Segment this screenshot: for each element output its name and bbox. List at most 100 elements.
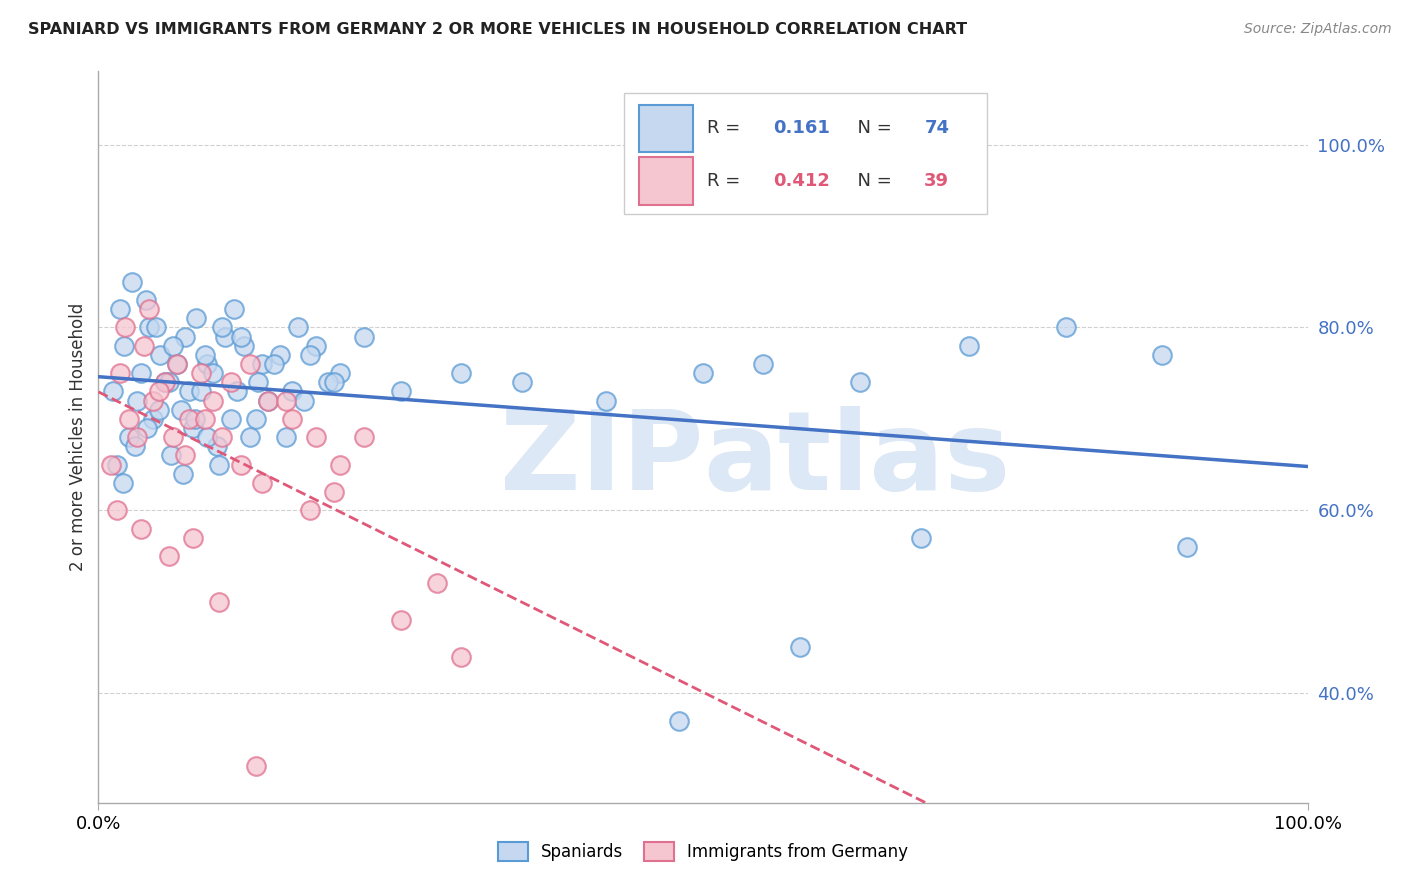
Point [166,357,188,371]
Point [329,366,352,380]
Point [668,714,690,728]
Point [105,503,128,517]
Point [269,348,291,362]
Point [274,393,297,408]
Text: SPANIARD VS IMMIGRANTS FROM GERMANY 2 OR MORE VEHICLES IN HOUSEHOLD CORRELATION : SPANIARD VS IMMIGRANTS FROM GERMANY 2 OR… [28,22,967,37]
Point [134,339,156,353]
Point [179,384,201,399]
Point [205,439,228,453]
Point [305,339,328,353]
Point [114,320,136,334]
Point [692,366,714,380]
Point [595,393,617,408]
Point [211,320,233,334]
Point [247,375,270,389]
Point [162,430,184,444]
Point [211,430,233,444]
Point [250,475,273,490]
Point [169,402,191,417]
Point [299,503,322,517]
Point [292,393,315,408]
Text: R =: R = [707,120,745,137]
Point [124,439,146,453]
Text: ZIP: ZIP [499,406,703,513]
Point [121,275,143,289]
Point [281,412,304,426]
Point [108,366,131,380]
Point [250,357,273,371]
Text: atlas: atlas [703,406,1011,513]
Point [105,458,128,472]
Point [789,640,811,655]
Point [245,412,267,426]
Point [153,375,176,389]
Point [957,339,980,353]
Point [226,384,249,399]
Point [157,375,180,389]
Point [256,393,278,408]
Point [221,375,243,389]
Point [229,458,252,472]
Point [316,375,339,389]
Point [129,521,152,535]
Point [184,412,207,426]
Point [299,348,322,362]
Text: 0.161: 0.161 [773,120,830,137]
Point [186,311,208,326]
Point [239,357,262,371]
Point [232,339,254,353]
Point [208,458,231,472]
Point [245,759,267,773]
Point [157,549,180,563]
Point [195,430,218,444]
Point [174,329,197,343]
Point [148,384,170,399]
Point [166,357,188,371]
Point [208,594,231,608]
Point [127,393,149,408]
Point [222,301,245,317]
Point [100,458,122,472]
Point [910,531,932,545]
Point [353,430,375,444]
Point [195,357,218,371]
Point [181,531,204,545]
Point [450,366,472,380]
Point [138,301,160,317]
Point [148,402,170,417]
Point [129,366,152,380]
FancyBboxPatch shape [638,157,693,205]
Point [162,339,184,353]
Point [194,412,217,426]
Point [112,339,135,353]
Point [118,430,141,444]
Point [214,329,236,343]
Point [389,613,412,627]
Point [118,412,141,426]
Text: 74: 74 [924,120,949,137]
Point [101,384,124,399]
Point [127,430,149,444]
Point [221,412,243,426]
Y-axis label: 2 or more Vehicles in Household: 2 or more Vehicles in Household [69,303,87,571]
Point [149,348,172,362]
Point [450,649,472,664]
Point [239,430,262,444]
Point [389,384,412,399]
Text: 0.412: 0.412 [773,172,830,190]
Point [510,375,533,389]
Text: Source: ZipAtlas.com: Source: ZipAtlas.com [1244,22,1392,37]
Text: N =: N = [845,120,897,137]
Point [329,458,352,472]
Point [287,320,309,334]
Point [202,393,225,408]
FancyBboxPatch shape [638,104,693,153]
Point [135,421,157,435]
Point [190,384,212,399]
Point [111,475,134,490]
Point [142,412,165,426]
Point [194,348,217,362]
Point [138,320,160,334]
Point [190,366,212,380]
Text: 39: 39 [924,172,949,190]
